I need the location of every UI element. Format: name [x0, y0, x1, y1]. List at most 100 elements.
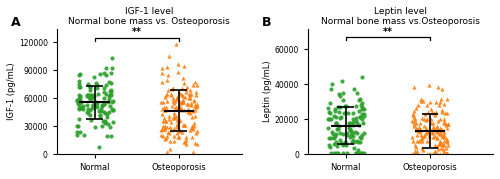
Point [416, 128, 424, 130]
Point [358, 101, 366, 104]
Point [430, 152, 438, 155]
Point [74, 101, 82, 104]
Point [335, 111, 343, 114]
Point [108, 56, 116, 59]
Point [173, 98, 181, 101]
Point [194, 103, 202, 106]
Point [349, 117, 357, 120]
Point [192, 142, 200, 144]
Point [165, 132, 173, 135]
Point [91, 126, 99, 129]
Point [353, 122, 361, 125]
Point [171, 116, 179, 119]
Point [411, 144, 419, 147]
Point [344, 112, 352, 114]
Point [326, 102, 334, 105]
Point [418, 149, 426, 152]
Point [76, 94, 84, 97]
Point [420, 99, 428, 102]
Point [332, 110, 340, 113]
Point [437, 127, 445, 130]
Point [106, 125, 114, 128]
Point [356, 98, 364, 101]
Point [158, 101, 166, 104]
Point [408, 119, 416, 122]
Point [188, 93, 196, 96]
Point [78, 100, 86, 103]
Point [442, 152, 450, 154]
Point [414, 128, 422, 131]
Point [433, 136, 441, 139]
Point [188, 135, 196, 138]
Point [84, 82, 92, 85]
Point [435, 104, 443, 107]
Point [416, 131, 424, 134]
Point [429, 135, 437, 138]
Point [442, 136, 450, 139]
Point [436, 143, 444, 146]
Point [428, 108, 436, 111]
Point [85, 93, 93, 96]
Point [350, 147, 358, 149]
Point [97, 108, 105, 111]
Point [188, 127, 196, 129]
Point [108, 109, 116, 112]
Point [174, 126, 182, 129]
Point [443, 151, 451, 154]
Point [180, 123, 188, 126]
Point [86, 94, 94, 96]
Point [102, 93, 110, 96]
Point [442, 124, 450, 127]
Point [178, 93, 186, 96]
Point [438, 132, 446, 135]
Point [343, 132, 351, 134]
Point [169, 99, 177, 102]
Point [193, 83, 201, 86]
Point [410, 152, 418, 155]
Point [444, 152, 452, 155]
Point [75, 98, 83, 101]
Point [426, 128, 434, 131]
Point [430, 127, 438, 129]
Point [160, 127, 168, 130]
Point [76, 107, 84, 110]
Point [101, 112, 109, 115]
Point [336, 95, 344, 97]
Point [434, 119, 442, 122]
Point [414, 140, 422, 143]
Point [176, 100, 184, 103]
Point [410, 152, 418, 155]
Point [440, 121, 448, 124]
Y-axis label: Leptin (pg/mL): Leptin (pg/mL) [262, 61, 272, 122]
Point [341, 142, 349, 145]
Point [76, 72, 84, 75]
Point [422, 118, 430, 121]
Point [109, 120, 117, 123]
Point [349, 135, 357, 138]
Point [107, 72, 115, 75]
Point [180, 65, 188, 68]
Point [420, 135, 428, 137]
Point [105, 94, 113, 97]
Point [88, 93, 96, 96]
Point [190, 110, 198, 112]
Point [359, 122, 367, 125]
Point [326, 112, 334, 115]
Point [186, 94, 194, 97]
Point [440, 152, 448, 155]
Point [358, 133, 366, 136]
Y-axis label: IGF-1 (pg/mL): IGF-1 (pg/mL) [7, 62, 16, 120]
Point [430, 152, 438, 155]
Point [174, 123, 182, 126]
Point [162, 105, 170, 108]
Point [74, 108, 82, 111]
Point [354, 148, 362, 151]
Point [348, 132, 356, 134]
Point [166, 139, 173, 142]
Point [420, 134, 428, 137]
Point [344, 133, 351, 136]
Point [429, 132, 437, 134]
Point [432, 152, 440, 155]
Point [176, 119, 184, 122]
Point [326, 146, 334, 148]
